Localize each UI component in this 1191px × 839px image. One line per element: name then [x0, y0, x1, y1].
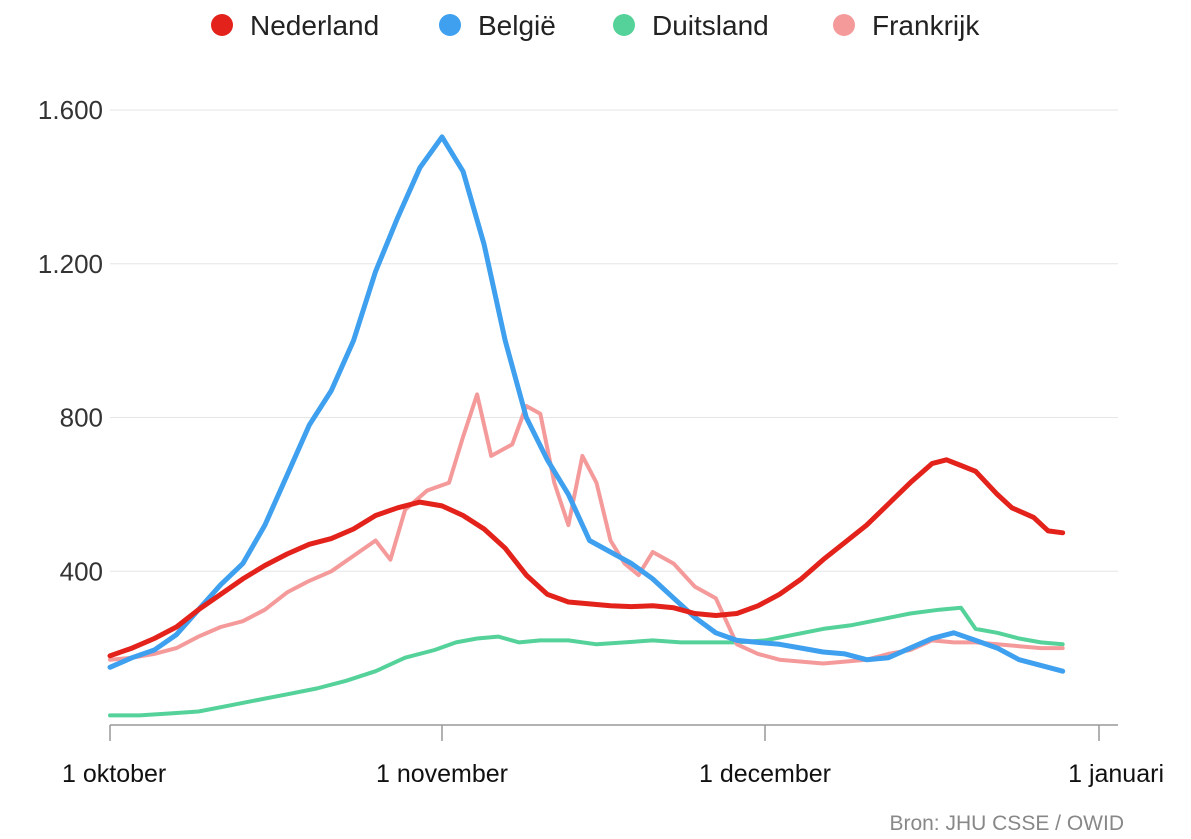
- series-line-duitsland: [108, 605, 1065, 718]
- legend-label-frankrijk: Frankrijk: [872, 10, 980, 41]
- legend-marker-belgie: [439, 14, 461, 36]
- legend-marker-nederland: [211, 14, 233, 36]
- x-axis: 1 oktober 1 november 1 december 1 januari: [62, 724, 1164, 788]
- x-tick-label: 1 oktober: [62, 760, 166, 788]
- source-note: Bron: JHU CSSE / OWID: [889, 812, 1124, 835]
- y-tick-label: 800: [60, 403, 103, 433]
- series-line-belgie: [107, 134, 1066, 674]
- x-tick-label: 1 december: [699, 760, 831, 788]
- legend-marker-frankrijk: [833, 14, 855, 36]
- y-tick-label: 1.200: [38, 249, 103, 279]
- chart-legend: Nederland België Duitsland Frankrijk: [211, 10, 980, 41]
- gridlines: [110, 109, 1118, 572]
- series-line-frankrijk: [108, 392, 1065, 666]
- legend-marker-duitsland: [613, 14, 635, 36]
- series-line-nederland: [107, 457, 1066, 659]
- legend-label-nederland: Nederland: [250, 10, 379, 41]
- x-tick-label: 1 november: [376, 760, 508, 788]
- y-tick-label: 1.600: [38, 95, 103, 125]
- data-series: [107, 134, 1066, 718]
- y-tick-label: 400: [60, 556, 103, 586]
- legend-label-belgie: België: [478, 10, 556, 41]
- y-axis: 400 800 1.200 1.600: [38, 95, 103, 586]
- legend-label-duitsland: Duitsland: [652, 10, 769, 41]
- x-tick-label: 1 januari: [1068, 760, 1164, 788]
